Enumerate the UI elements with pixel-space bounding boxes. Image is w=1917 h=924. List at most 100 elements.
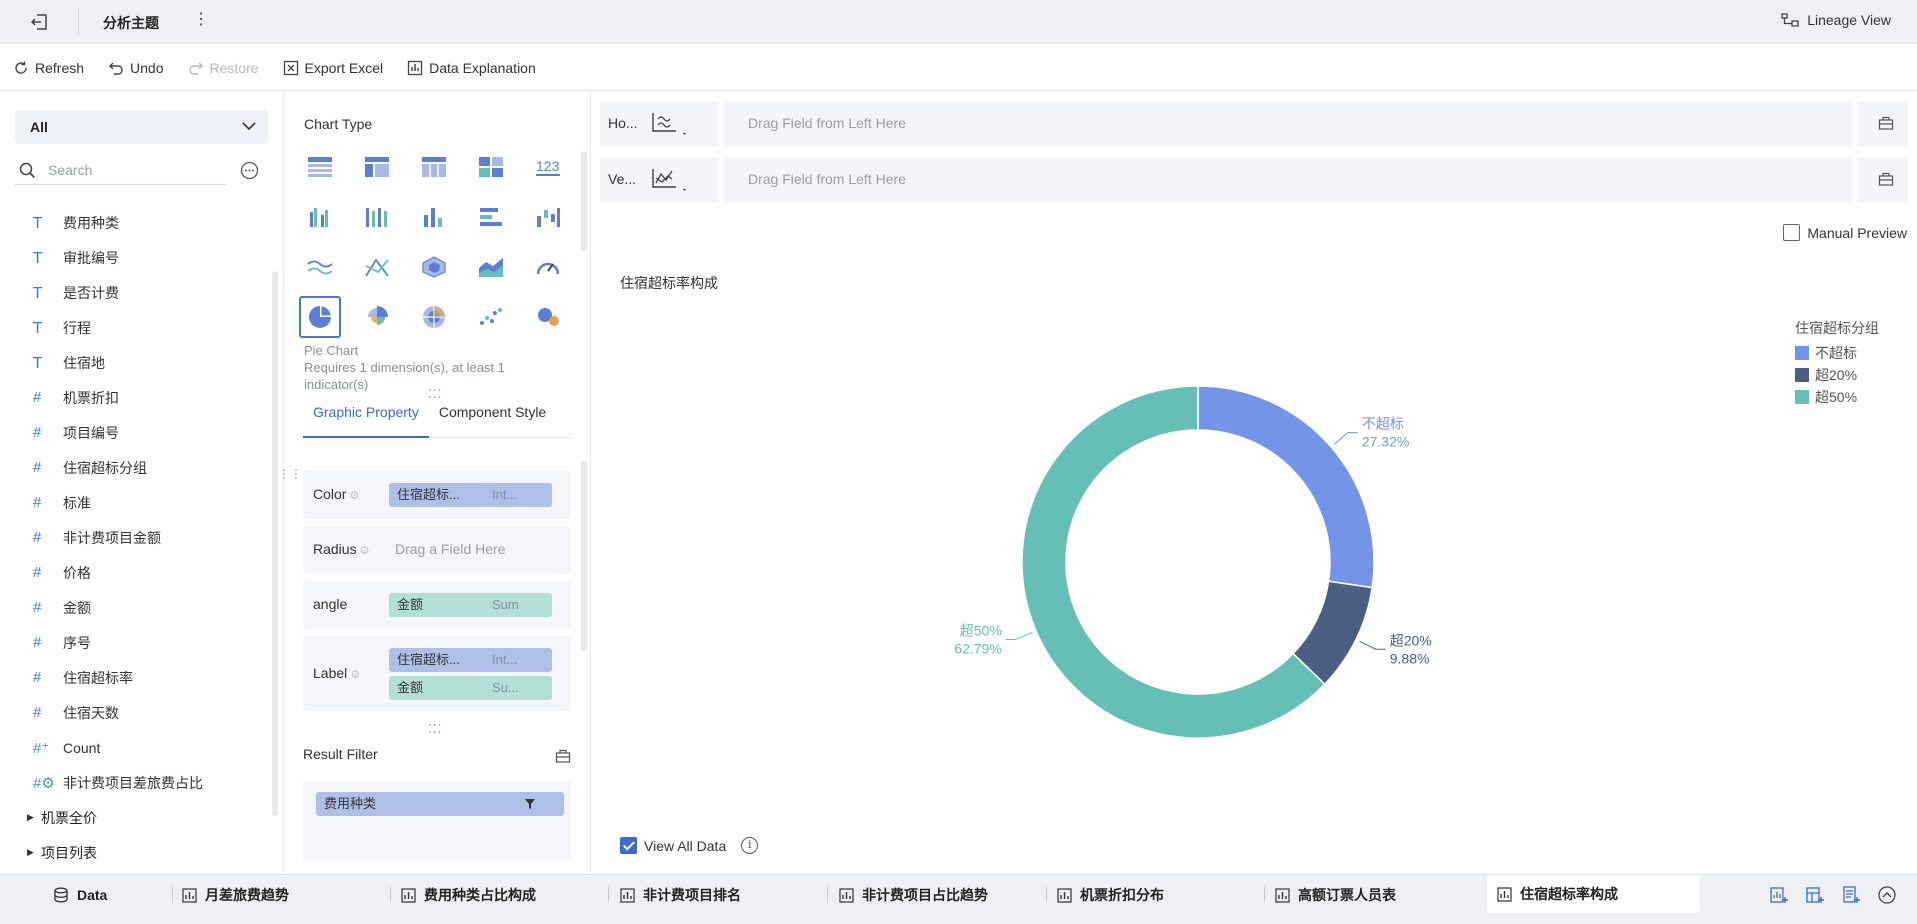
- slice-value-label: 9.88%: [1390, 650, 1430, 666]
- folder-group[interactable]: ▶ 机票全价: [0, 800, 270, 835]
- pie-slice[interactable]: [1197, 385, 1375, 589]
- field-item[interactable]: # 住宿超标率: [0, 660, 270, 695]
- field-item[interactable]: T 住宿地: [0, 345, 270, 380]
- field-item[interactable]: #⁺ Count: [0, 730, 270, 765]
- vertical-drop-zone[interactable]: Drag Field from Left Here: [748, 171, 906, 187]
- bubble-chart-icon[interactable]: [527, 296, 569, 338]
- field-item[interactable]: # 价格: [0, 555, 270, 590]
- clear-axis-icon[interactable]: [1878, 115, 1894, 131]
- add-dashboard-icon[interactable]: [1805, 885, 1825, 905]
- field-item[interactable]: # 住宿天数: [0, 695, 270, 730]
- field-item[interactable]: T 审批编号: [0, 240, 270, 275]
- resize-handle-icon[interactable]: ⁚⁚⁚: [428, 722, 443, 736]
- tab-sheet[interactable]: 机票折扣分布: [1057, 875, 1164, 915]
- field-item[interactable]: T 费用种类: [0, 205, 270, 240]
- manual-preview-toggle[interactable]: Manual Preview: [1783, 224, 1907, 241]
- filter-icon[interactable]: [524, 798, 536, 810]
- scatter-chart-icon[interactable]: [470, 296, 512, 338]
- area-chart-icon[interactable]: [470, 246, 512, 288]
- rose-chart-icon[interactable]: [356, 296, 398, 338]
- add-report-icon[interactable]: [1841, 885, 1861, 905]
- tab-sheet-active[interactable]: 住宿超标率构成: [1487, 875, 1700, 913]
- export-excel-button[interactable]: Export Excel: [283, 60, 383, 76]
- collapse-up-icon[interactable]: [1877, 885, 1897, 905]
- line-chart-icon[interactable]: [299, 246, 341, 288]
- color-field-pill[interactable]: 住宿超标... Int...: [389, 483, 552, 507]
- scrollbar[interactable]: [272, 271, 278, 816]
- legend-item[interactable]: 不超标: [1795, 342, 1879, 364]
- table-chart-icon[interactable]: [299, 146, 341, 188]
- field-item[interactable]: T 是否计费: [0, 275, 270, 310]
- tab-sheet[interactable]: 非计费项目排名: [620, 875, 741, 915]
- tab-sheet[interactable]: 费用种类占比构成: [401, 875, 536, 915]
- exit-icon[interactable]: [28, 11, 50, 33]
- horizontal-axis-type-icon[interactable]: [650, 111, 690, 137]
- tab-component-style[interactable]: Component Style: [438, 404, 547, 420]
- search-input[interactable]: Search: [48, 162, 93, 178]
- data-explanation-button[interactable]: Data Explanation: [407, 60, 536, 76]
- tab-sheet[interactable]: 月差旅费趋势: [182, 875, 289, 915]
- view-all-data-toggle[interactable]: View All Data i: [620, 837, 759, 854]
- stacked-bar-icon[interactable]: [356, 196, 398, 238]
- clear-axis-icon[interactable]: [1878, 171, 1894, 187]
- field-item[interactable]: # 项目编号: [0, 415, 270, 450]
- angle-field-pill[interactable]: 金额 Sum: [389, 593, 552, 617]
- legend-item[interactable]: 超50%: [1795, 386, 1879, 408]
- clear-filter-icon[interactable]: [555, 748, 571, 764]
- radius-drop-zone[interactable]: Drag a Field Here: [395, 541, 506, 557]
- filter-field-pill[interactable]: 费用种类: [316, 792, 564, 816]
- radar-line-icon[interactable]: [356, 246, 398, 288]
- horizontal-bar-icon[interactable]: [470, 196, 512, 238]
- label-field-pill[interactable]: 住宿超标... Int...: [389, 648, 552, 672]
- undo-button[interactable]: Undo: [108, 60, 164, 76]
- manual-preview-checkbox[interactable]: [1783, 224, 1801, 241]
- tab-graphic-property[interactable]: Graphic Property: [303, 398, 429, 438]
- pie-slice[interactable]: [1021, 385, 1326, 739]
- gear-icon[interactable]: ⚙: [350, 669, 361, 681]
- lineage-view-button[interactable]: Lineage View: [1781, 12, 1891, 28]
- scrollbar[interactable]: [581, 461, 587, 651]
- more-options-icon[interactable]: [240, 161, 259, 180]
- field-item[interactable]: # 金额: [0, 590, 270, 625]
- field-item[interactable]: # 标准: [0, 485, 270, 520]
- number-chart-icon[interactable]: 123: [527, 146, 569, 188]
- radar-chart-icon[interactable]: [413, 246, 455, 288]
- field-item[interactable]: #⚙ 非计费项目差旅费占比: [0, 765, 270, 800]
- grouped-bar-icon[interactable]: [299, 196, 341, 238]
- search-field[interactable]: Search: [15, 155, 227, 185]
- field-item[interactable]: # 序号: [0, 625, 270, 660]
- bar-chart-icon[interactable]: [413, 196, 455, 238]
- multi-level-pie-icon[interactable]: [413, 296, 455, 338]
- tab-sheet[interactable]: 非计费项目占比趋势: [839, 875, 988, 915]
- field-item[interactable]: # 非计费项目金额: [0, 520, 270, 555]
- field-item[interactable]: # 住宿超标分组: [0, 450, 270, 485]
- pie-chart-icon[interactable]: [299, 296, 341, 338]
- gauge-chart-icon[interactable]: [527, 246, 569, 288]
- resize-handle-icon[interactable]: ⁚⁚⁚: [428, 387, 443, 401]
- more-menu-icon[interactable]: ⋮: [193, 11, 209, 28]
- text-type-icon: T: [33, 353, 43, 372]
- kpi-card-icon[interactable]: [470, 146, 512, 188]
- dataset-select[interactable]: All: [15, 110, 268, 144]
- crosstab-chart-icon[interactable]: [356, 146, 398, 188]
- horizontal-drop-zone[interactable]: Drag Field from Left Here: [748, 115, 906, 131]
- info-icon[interactable]: i: [741, 837, 759, 854]
- legend-item[interactable]: 超20%: [1795, 364, 1879, 386]
- tab-sheet[interactable]: 高额订票人员表: [1275, 875, 1396, 915]
- waterfall-chart-icon[interactable]: [527, 196, 569, 238]
- view-all-data-checkbox[interactable]: [620, 837, 637, 854]
- label-field-pill[interactable]: 金额 Su...: [389, 676, 552, 700]
- scrollbar[interactable]: [581, 151, 587, 251]
- restore-button[interactable]: Restore: [188, 60, 259, 76]
- result-filter-zone[interactable]: 费用种类: [303, 781, 571, 861]
- folder-group[interactable]: ▶ 项目列表: [0, 835, 270, 870]
- tab-data[interactable]: Data: [53, 875, 107, 915]
- gear-icon[interactable]: ⚙: [359, 545, 370, 557]
- refresh-button[interactable]: Refresh: [13, 60, 84, 76]
- field-item[interactable]: # 机票折扣: [0, 380, 270, 415]
- add-component-icon[interactable]: [1769, 885, 1789, 905]
- gear-icon[interactable]: ⚙: [349, 490, 360, 502]
- field-item[interactable]: T 行程: [0, 310, 270, 345]
- vertical-axis-type-icon[interactable]: [650, 167, 690, 193]
- detail-table-icon[interactable]: [413, 146, 455, 188]
